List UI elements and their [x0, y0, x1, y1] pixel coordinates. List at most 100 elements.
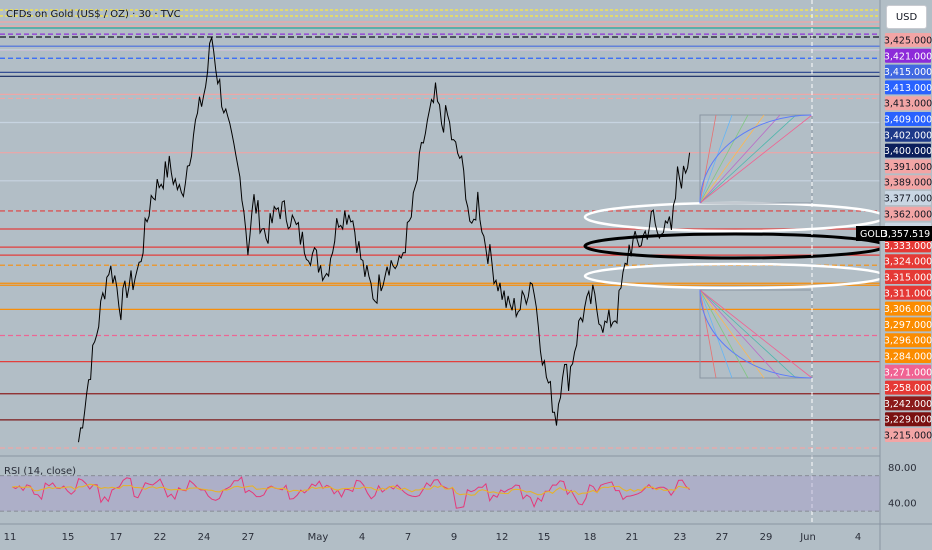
x-tick-label: 24 [198, 532, 211, 543]
fan-line [699, 289, 781, 379]
x-tick-label: 4 [359, 532, 365, 543]
price-level-badge [885, 270, 931, 284]
price-level-label: 3,284.000 [884, 352, 932, 363]
price-level-label: 3,413.000 [884, 99, 932, 110]
fan-line [699, 289, 717, 379]
horizontal-levels [0, 9, 880, 449]
price-level-label: 3,421.000 [884, 51, 932, 62]
rsi-tick-label: 40.00 [888, 498, 917, 509]
price-level-label: 3,402.000 [884, 130, 932, 141]
price-series [78, 37, 691, 443]
x-tick-label: 21 [626, 532, 639, 543]
price-level-badge [885, 191, 931, 205]
price-level-label: 3,306.000 [884, 304, 932, 315]
price-level-badge [885, 301, 931, 316]
rsi-line [11, 476, 690, 509]
price-level-label: 3,296.000 [884, 336, 932, 347]
x-tick-label: 15 [62, 532, 75, 543]
fan-line [699, 289, 765, 379]
rsi-band [0, 475, 880, 512]
price-level-badge [885, 206, 931, 221]
price-level-badge [885, 412, 931, 427]
chart-title: CFDs on Gold (US$ / OZ) · 30 · TVC [6, 9, 181, 20]
fan-arc [699, 114, 813, 204]
x-tick-label: 22 [154, 532, 167, 543]
x-tick-label: May [308, 532, 329, 543]
fan-line [699, 114, 733, 204]
price-level-label: 3,297.000 [884, 320, 932, 331]
price-level-label: 3,333.000 [884, 241, 932, 252]
x-tick-label: 18 [584, 532, 597, 543]
price-level-label: 3,389.000 [884, 178, 932, 189]
price-level-badge [885, 333, 931, 348]
x-tick-label: Jun [799, 532, 816, 543]
price-level-label: 3,362.000 [884, 209, 932, 220]
price-level-badge [885, 143, 931, 158]
price-level-badge [885, 112, 931, 126]
price-level-badge [885, 33, 931, 47]
fan-box [699, 114, 813, 204]
price-level-label: 3,391.000 [884, 162, 932, 173]
x-tick-label: 7 [405, 532, 411, 543]
x-tick-label: 12 [496, 532, 509, 543]
x-tick-label: 29 [760, 532, 773, 543]
price-level-label: 3,311.000 [884, 288, 932, 299]
price-line [78, 37, 691, 443]
price-level-label: 3,415.000 [884, 67, 932, 78]
rsi-title: RSI (14, close) [4, 466, 77, 477]
x-tick-label: 27 [242, 532, 255, 543]
x-tick-label: 9 [451, 532, 457, 543]
price-level-badge [885, 80, 931, 95]
price-level-label: 3,271.000 [884, 367, 932, 378]
price-level-label: 3,215.000 [884, 431, 932, 442]
last-price-label: 3,357.519 [882, 229, 930, 240]
price-level-label: 3,400.000 [884, 146, 932, 157]
price-level-badge [885, 428, 931, 442]
rsi-ma-line [11, 483, 690, 496]
fan-box [699, 289, 813, 379]
rsi-tick-label: 80.00 [888, 463, 917, 474]
price-level-badge [885, 317, 931, 332]
price-level-label: 3,413.000 [884, 83, 932, 94]
x-tick-label: 17 [110, 532, 123, 543]
price-axis-labels: 3,425.000 3,421.000 3,415.000 3,413.000 3,41… [856, 33, 932, 442]
price-level-label: 3,409.000 [884, 115, 932, 126]
fan-line [699, 289, 733, 379]
price-level-label: 3,258.000 [884, 383, 932, 394]
fan-line [699, 114, 765, 204]
fan-line [699, 114, 797, 204]
rsi-pane [0, 475, 880, 512]
price-level-badge [885, 127, 931, 142]
price-level-badge [885, 238, 931, 253]
x-tick-label: 23 [674, 532, 687, 543]
x-tick-label: 4 [855, 532, 861, 543]
price-level-badge [885, 380, 931, 395]
fan-line [699, 289, 813, 379]
price-level-badge [885, 254, 931, 269]
price-level-badge [885, 396, 931, 411]
x-tick-label: 27 [716, 532, 729, 543]
price-level-label: 3,377.000 [884, 194, 932, 205]
symbol-label: GOLD [860, 229, 887, 240]
fan-line [699, 114, 813, 204]
currency-button[interactable]: USD [886, 5, 927, 29]
price-level-badge [885, 64, 931, 79]
fan-line [699, 289, 749, 379]
price-level-badge [885, 96, 931, 111]
fan-arc [699, 289, 813, 379]
price-level-label: 3,315.000 [884, 273, 932, 284]
last-price-badge [856, 226, 932, 241]
price-level-badge [885, 159, 931, 174]
x-tick-label: 15 [538, 532, 551, 543]
fan-line [699, 114, 781, 204]
price-level-badge [885, 349, 931, 363]
price-level-label: 3,324.000 [884, 257, 932, 268]
price-level-label: 3,242.000 [884, 399, 932, 410]
price-level-label: 3,425.000 [884, 36, 932, 47]
price-level-badge [885, 175, 931, 190]
fan-line [699, 114, 749, 204]
price-level-badge [885, 285, 931, 300]
